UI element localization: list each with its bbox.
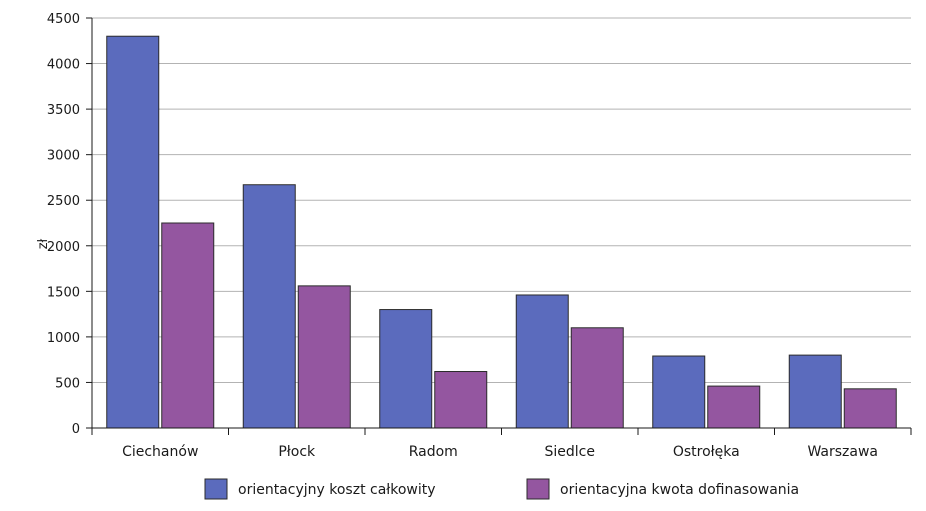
y-tick-label: 0: [72, 422, 80, 437]
x-tick-label: Płock: [278, 444, 316, 460]
y-tick-label: 4500: [47, 12, 80, 27]
bar-koszt: [788, 354, 842, 429]
ticks-layer: 0 500 1000 1500 2000 2500 3000 3500 4000 4500 Ciec…: [47, 12, 878, 460]
bar-koszt: [652, 355, 706, 429]
bar-dofinansowanie: [297, 285, 351, 429]
bars-layer: [106, 35, 897, 429]
y-tick-label: 3500: [47, 103, 80, 118]
y-tick-label: 4000: [47, 58, 80, 73]
y-tick-label: 2000: [47, 240, 80, 255]
bar-dofinansowanie: [707, 385, 761, 429]
legend-swatch: [526, 478, 550, 500]
legend-label: orientacyjna kwota dofinasowania: [560, 482, 799, 498]
y-tick-label: 3000: [47, 149, 80, 164]
x-tick-label: Siedlce: [545, 444, 595, 460]
x-tick-label: Warszawa: [807, 444, 878, 460]
y-axis-title: zł: [36, 238, 51, 249]
legend: orientacyjny koszt całkowity orientacyjna…: [204, 478, 799, 500]
bar-dofinansowanie: [161, 222, 215, 429]
bar-dofinansowanie: [570, 327, 624, 429]
bar-dofinansowanie: [434, 371, 488, 429]
bar-koszt: [106, 35, 160, 429]
axes-layer: [86, 17, 912, 435]
x-tick-label: Ciechanów: [122, 444, 198, 460]
bar-koszt: [515, 294, 569, 429]
y-tick-label: 500: [55, 376, 80, 391]
grid-layer: [92, 17, 911, 383]
bar-koszt: [379, 309, 433, 429]
legend-swatch: [204, 478, 228, 500]
y-tick-label: 1000: [47, 331, 80, 346]
x-tick-label: Radom: [409, 444, 458, 460]
bar-dofinansowanie: [843, 388, 897, 429]
x-tick-label: Ostrołęka: [673, 444, 740, 460]
bar-koszt: [242, 184, 296, 429]
legend-label: orientacyjny koszt całkowity: [238, 482, 436, 498]
y-tick-label: 2500: [47, 194, 80, 209]
y-tick-label: 1500: [47, 285, 80, 300]
